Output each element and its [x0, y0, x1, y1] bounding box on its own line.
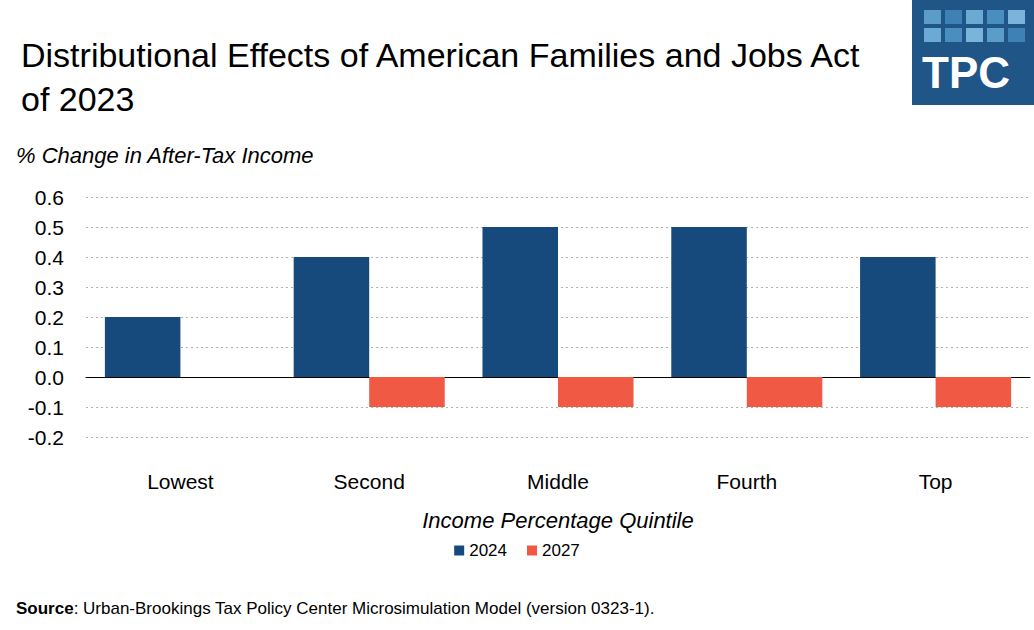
svg-text:Distributional Effects of Amer: Distributional Effects of American Famil… — [21, 36, 869, 74]
svg-text:Income Percentage Quintile: Income Percentage Quintile — [422, 508, 694, 533]
svg-text:0.0: 0.0 — [35, 366, 64, 389]
svg-text:Middle: Middle — [527, 470, 589, 493]
svg-text:Fourth: Fourth — [716, 470, 777, 493]
svg-text:0.6: 0.6 — [35, 186, 64, 209]
svg-text:-0.1: -0.1 — [28, 396, 64, 419]
svg-text:0.5: 0.5 — [35, 216, 64, 239]
svg-text:of 2023: of 2023 — [21, 80, 134, 118]
svg-text:0.2: 0.2 — [35, 306, 64, 329]
svg-text:Second: Second — [334, 470, 405, 493]
svg-text:TPC: TPC — [922, 48, 1010, 97]
svg-text:0.1: 0.1 — [35, 336, 64, 359]
svg-text:2024: 2024 — [469, 541, 507, 560]
svg-text:Source: Source — [16, 599, 74, 618]
svg-text:-0.2: -0.2 — [28, 426, 64, 449]
svg-text:% Change in After-Tax Income: % Change in After-Tax Income — [16, 143, 314, 168]
svg-text:0.3: 0.3 — [35, 276, 64, 299]
svg-text:: Urban-Brookings Tax Policy C: : Urban-Brookings Tax Policy Center Micr… — [74, 599, 655, 618]
svg-text:Lowest: Lowest — [147, 470, 214, 493]
svg-text:2027: 2027 — [542, 541, 580, 560]
svg-text:Top: Top — [919, 470, 953, 493]
svg-text:0.4: 0.4 — [35, 246, 65, 269]
